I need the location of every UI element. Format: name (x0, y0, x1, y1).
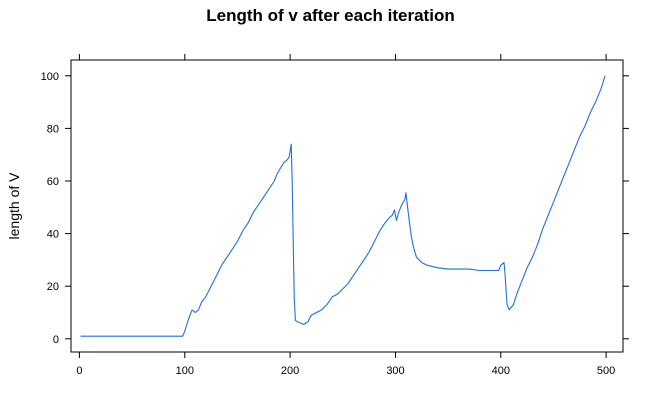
y-axis-ticks: 0 20 40 60 80 100 (41, 71, 629, 346)
series-line-0 (80, 75, 606, 337)
y-tick-label: 100 (41, 71, 59, 83)
series-group (80, 75, 606, 337)
y-axis-label: length of V (6, 172, 22, 240)
x-tick-label: 200 (281, 365, 299, 377)
y-tick-label: 60 (47, 176, 59, 188)
x-tick-label: 100 (176, 365, 194, 377)
plot-frame (70, 59, 624, 353)
y-tick-label: 20 (47, 281, 59, 293)
x-tick-label: 400 (492, 365, 510, 377)
y-tick-label: 0 (53, 334, 59, 346)
x-tick-label: 300 (386, 365, 404, 377)
y-tick-label: 40 (47, 229, 59, 241)
x-tick-label: 500 (597, 365, 615, 377)
x-axis-ticks: 0 100 200 300 400 500 (76, 54, 615, 377)
chart-title: Length of v after each iteration (206, 6, 455, 25)
x-tick-label: 0 (76, 365, 82, 377)
y-tick-label: 80 (47, 123, 59, 135)
